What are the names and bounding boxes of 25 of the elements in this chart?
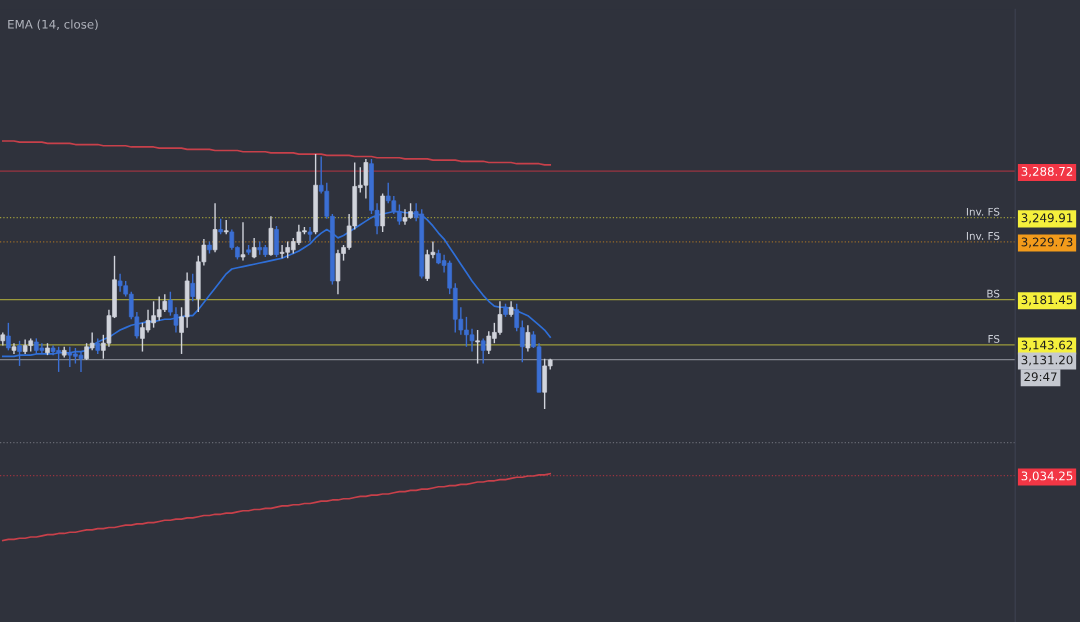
ref-line-label: BS <box>987 289 1000 298</box>
candlestick <box>480 337 486 365</box>
candlestick <box>307 226 313 243</box>
y-tick-label: 3,229.73 <box>1021 237 1073 248</box>
ref-line-label: Inv. FS <box>966 207 1000 216</box>
candlestick <box>173 306 179 334</box>
line-series <box>1 472 552 542</box>
ref-line-label: FS <box>988 334 1000 343</box>
y-tick-label: 3,288.72 <box>1021 166 1073 178</box>
candlestick <box>240 221 246 262</box>
y-tick-label: 3,181.45 <box>1021 295 1073 306</box>
y-tick-label: 3,034.25 <box>1021 471 1073 482</box>
text: EMA (14, close) <box>8 19 98 31</box>
candlestick <box>190 273 196 303</box>
y-tick-label: 3,131.20 <box>1021 355 1073 366</box>
candlestick <box>212 202 218 253</box>
y-tick-label: 3,249.91 <box>1021 213 1073 224</box>
y-tick-label: 3,143.62 <box>1021 340 1073 351</box>
candlestick <box>6 322 11 352</box>
ref-line-label: Inv. FS <box>966 231 1000 240</box>
line-series <box>1 140 552 166</box>
candlestick <box>168 291 173 317</box>
text: 29:47 <box>1024 372 1057 382</box>
candlestick <box>475 329 480 365</box>
candlestick <box>525 324 531 353</box>
